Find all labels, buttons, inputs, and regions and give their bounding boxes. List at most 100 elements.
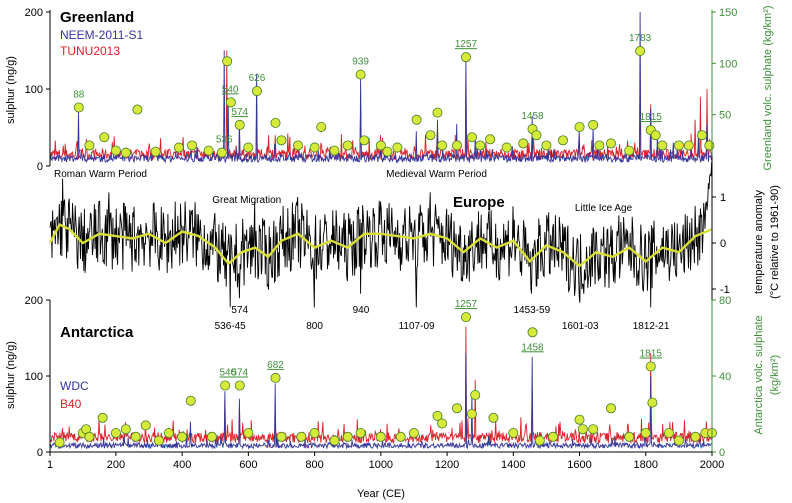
x-axis-tick-label: 800 <box>305 459 323 471</box>
antarctica-eruption-label: 1815 <box>640 349 663 360</box>
greenland-volcanic-marker <box>276 135 287 146</box>
greenland-eruption-label: 1257 <box>455 39 478 50</box>
greenland-left-tick-label: 200 <box>25 7 43 19</box>
greenland-volcanic-marker <box>329 145 340 156</box>
greenland-volcanic-marker <box>222 56 233 67</box>
greenland-volcanic-marker <box>605 138 616 149</box>
antarctica-volcanic-marker <box>185 395 196 406</box>
antarctica-volcanic-marker <box>206 431 217 442</box>
greenland-title: Greenland <box>60 9 134 26</box>
antarctica-volcanic-marker <box>54 437 65 448</box>
europe-ylabel-right-1: temperature anomaly <box>753 190 765 294</box>
antarctica-volcanic-marker <box>120 424 131 435</box>
europe-cold-label: 1453-59 <box>513 305 550 316</box>
greenland-volcanic-marker <box>99 132 110 143</box>
greenland-volcanic-marker <box>411 114 422 125</box>
greenland-volcanic-marker <box>673 140 684 151</box>
x-axis-tick-label: 1400 <box>501 459 525 471</box>
greenland-volcanic-marker <box>203 145 214 156</box>
greenland-volcanic-marker <box>475 140 486 151</box>
antarctica-left-tick-label: 100 <box>25 371 43 383</box>
antarctica-volcanic-marker <box>329 435 340 446</box>
europe-cold-label: 1812-21 <box>633 321 670 332</box>
europe-cold-label: 574 <box>231 305 248 316</box>
x-axis-tick-label: 200 <box>107 459 125 471</box>
antarctica-volcanic-marker <box>645 361 656 372</box>
x-axis-tick-label: 400 <box>173 459 191 471</box>
antarctica-volcanic-marker <box>110 427 121 438</box>
greenland-volcanic-marker <box>84 140 95 151</box>
greenland-volcanic-marker <box>270 117 281 128</box>
greenland-volcanic-marker <box>293 140 304 151</box>
antarctica-volcanic-marker <box>140 420 151 431</box>
greenland-eruption-label: 1783 <box>629 33 652 44</box>
legend-tunu: TUNU2013 <box>60 44 120 58</box>
neem-2011-s1-line <box>49 11 713 164</box>
europe-cold-label: 536-45 <box>215 321 247 332</box>
greenland-eruption-label: 536 <box>216 135 233 146</box>
greenland-volcanic-marker <box>251 86 262 97</box>
greenland-volcanic-marker <box>425 130 436 141</box>
greenland-volcanic-marker <box>187 140 198 151</box>
greenland-volcanic-marker <box>150 146 161 157</box>
antarctica-volcanic-marker <box>488 412 499 423</box>
europe-period-label: Medieval Warm Period <box>386 169 487 180</box>
greenland-volcanic-marker <box>382 146 393 157</box>
antarctica-title: Antarctica <box>60 324 134 341</box>
europe-cold-label: 1107-09 <box>399 321 435 332</box>
greenland-left-tick-label: 100 <box>25 84 43 96</box>
greenland-volcanic-marker <box>541 140 552 151</box>
greenland-volcanic-marker <box>316 121 327 132</box>
greenland-right-tick-label: 150 <box>719 7 737 19</box>
greenland-volcanic-marker <box>704 140 715 151</box>
antarctica-volcanic-marker <box>177 431 188 442</box>
antarctica-volcanic-marker <box>84 431 95 442</box>
x-axis-tick-label: 1600 <box>567 459 591 471</box>
greenland-volcanic-marker <box>635 46 646 57</box>
antarctica-volcanic-marker <box>466 408 477 419</box>
antarctica-right-tick-label: 40 <box>719 371 731 383</box>
x-axis-tick-label: 600 <box>239 459 257 471</box>
antarctica-volcanic-marker <box>408 427 419 438</box>
antarctica-volcanic-marker <box>296 431 307 442</box>
europe-panel: -1 0 1 Roman Warm Period Great Migration Medi… <box>48 155 781 332</box>
greenland-volcanic-marker <box>216 147 227 158</box>
greenland-volcanic-marker <box>501 142 512 153</box>
antarctica-volcanic-marker <box>508 427 519 438</box>
antarctica-volcanic-marker <box>234 380 245 391</box>
legend-neem: NEEM-2011-S1 <box>60 28 143 42</box>
greenland-volcanic-marker <box>132 104 143 115</box>
antarctica-volcanic-marker <box>437 418 448 429</box>
antarctica-volcanic-marker <box>605 403 616 414</box>
greenland-volcanic-marker <box>452 140 463 151</box>
antarctica-volcanic-marker <box>640 427 651 438</box>
antarctica-volcanic-marker <box>130 431 141 442</box>
greenland-volcanic-marker <box>243 142 254 153</box>
antarctica-volcanic-marker <box>153 435 164 446</box>
antarctica-volcanic-marker <box>548 431 559 442</box>
greenland-ylabel-right: Greenland volc. sulphate (kg/km²) <box>762 5 774 170</box>
x-axis-tick-label: 1200 <box>435 459 459 471</box>
antarctica-volcanic-marker <box>243 427 254 438</box>
greenland-volcanic-marker <box>650 130 661 141</box>
antarctica-eruption-label: 540 <box>219 368 236 379</box>
greenland-right-tick-label: 100 <box>719 58 737 70</box>
greenland-volcanic-marker <box>432 107 443 118</box>
antarctica-eruption-label: 574 <box>231 368 248 379</box>
greenland-volcanic-marker <box>359 135 370 146</box>
x-axis-tick-label: 1800 <box>634 459 658 471</box>
greenland-volcanic-marker <box>110 145 121 156</box>
greenland-volcanic-marker <box>466 132 477 143</box>
greenland-right-tick-label: 50 <box>719 110 731 122</box>
greenland-eruption-label: 626 <box>249 73 266 84</box>
greenland-eruption-label: 88 <box>73 89 85 100</box>
antarctica-ylabel-right-1: Antarctica volc. sulphate <box>753 315 765 434</box>
europe-right-tick-label: 1 <box>720 192 726 204</box>
greenland-volcanic-marker <box>574 121 585 132</box>
antarctica-volcanic-marker <box>342 431 353 442</box>
antarctica-volcanic-marker <box>588 424 599 435</box>
antarctica-eruption-label: 1458 <box>521 342 544 353</box>
antarctica-eruption-label: 682 <box>267 360 284 371</box>
europe-right-tick-label: 0 <box>720 238 726 250</box>
